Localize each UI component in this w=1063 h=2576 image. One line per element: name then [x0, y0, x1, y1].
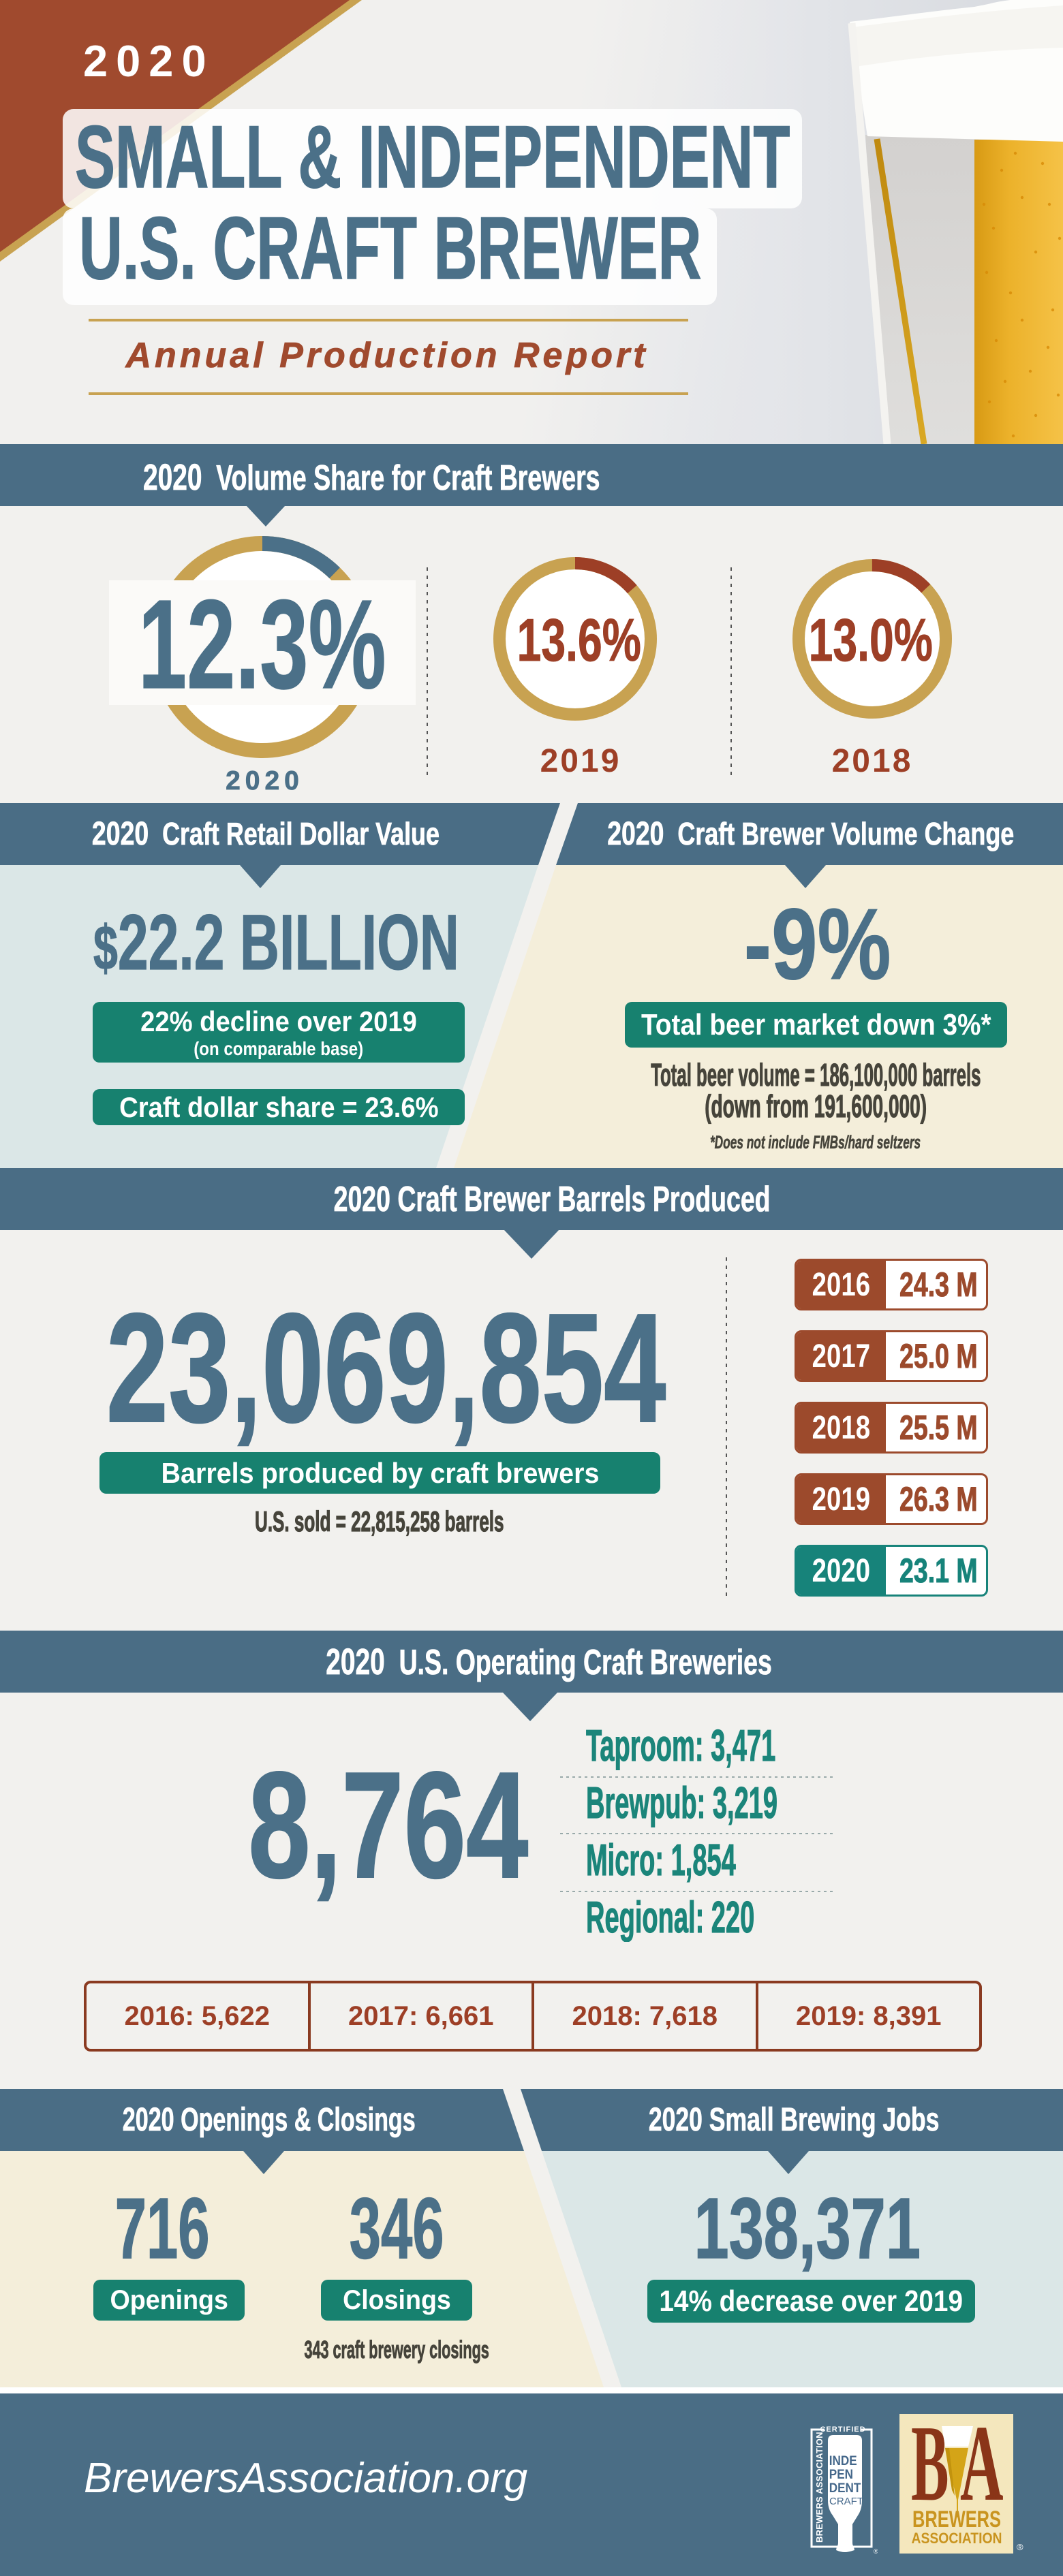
svg-text:B: B [911, 2414, 949, 2524]
svg-text:DENT: DENT [829, 2481, 861, 2495]
svg-text:INDE: INDE [829, 2453, 857, 2468]
svg-text:ASSOCIATION: ASSOCIATION [912, 2530, 1002, 2547]
svg-text:BREWERS: BREWERS [912, 2507, 1001, 2532]
svg-text:PEN: PEN [829, 2467, 853, 2481]
svg-text:®: ® [874, 2548, 878, 2555]
svg-text:BREWERS ASSOCIATION: BREWERS ASSOCIATION [814, 2432, 825, 2543]
svg-text:CRAFT: CRAFT [829, 2496, 863, 2507]
svg-text:CERTIFIED: CERTIFIED [820, 2425, 865, 2434]
